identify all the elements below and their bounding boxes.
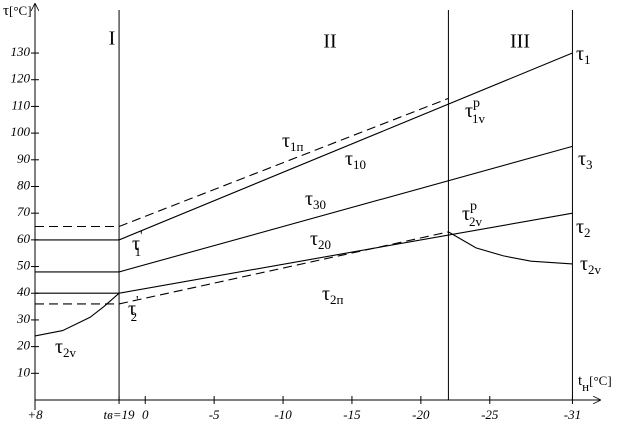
y-tick-label: 20	[17, 338, 31, 353]
curve-label-sub: 2v	[469, 214, 483, 229]
x-tick-label: -20	[412, 407, 430, 422]
x-tick-label: +8	[27, 407, 43, 422]
curve-label-sub: 10	[353, 157, 366, 172]
curve-label-base: τ	[310, 228, 318, 250]
curve-label: τ2v	[580, 253, 602, 277]
y-tick-label: 90	[17, 151, 31, 166]
region-label: III	[510, 31, 530, 53]
curve-label-base: τ	[305, 188, 313, 210]
region-label: I	[109, 28, 116, 50]
curve-label-base: τ	[578, 148, 586, 170]
curve-label-sup: p	[473, 96, 480, 111]
series-line	[35, 52, 573, 241]
curve-label-sub: 1	[135, 244, 142, 259]
y-tick-label: 120	[11, 71, 31, 86]
curve-label-sup: p	[470, 199, 477, 214]
series-line	[35, 231, 449, 305]
y-axis-label-base: τ	[3, 3, 9, 19]
curve-label: τ1п	[282, 130, 304, 154]
curve-label-sub: 1п	[290, 139, 304, 154]
y-tick-label: 70	[17, 204, 31, 219]
y-axis-label-rest: [°C]	[9, 3, 32, 18]
y-tick-label: 30	[16, 311, 31, 326]
y-axis-label: τ[°C]	[3, 3, 32, 19]
y-tick-label: 110	[11, 97, 30, 112]
series-line	[35, 97, 449, 228]
curve-label-base: τ	[462, 203, 470, 225]
curve-label: τ2	[576, 216, 591, 240]
curve-label-sup: '	[140, 229, 143, 244]
y-tick-label: 50	[17, 258, 31, 273]
x-axis-label-rest: [°C]	[589, 373, 612, 388]
y-tick-label: 10	[17, 364, 31, 379]
curve-label-base: τ	[576, 43, 584, 65]
curve-label: τ30	[305, 188, 326, 212]
curve-label-base: τ	[132, 233, 140, 255]
curve-label-sub: 2v	[588, 262, 602, 277]
curve-label-base: τ	[55, 336, 63, 358]
curve-label-base: τ	[282, 130, 290, 152]
curve-label-sub: 1v	[472, 111, 486, 126]
series-line	[35, 212, 573, 294]
curve-label-sub: 30	[313, 197, 326, 212]
curve-label: τ20	[310, 228, 331, 252]
x-tick-label: -10	[274, 407, 292, 422]
curve-label-base: τ	[345, 148, 353, 170]
curve-label: τ' 2	[128, 294, 139, 324]
series-line	[35, 145, 573, 273]
x-axis-label: tн[°C]	[578, 373, 612, 394]
curve-label-sub: 20	[318, 237, 331, 252]
curve-label-sub: 2v	[63, 345, 77, 360]
y-tick-label: 100	[11, 124, 31, 139]
curve-label-sub: 2п	[330, 292, 344, 307]
curve-label-sub: 2	[584, 225, 591, 240]
series-line	[34, 231, 573, 337]
curve-label-base: τ	[322, 283, 330, 305]
curve-label-sup: '	[136, 294, 139, 309]
y-tick-label: 80	[17, 177, 31, 192]
y-tick-label: 60	[17, 231, 31, 246]
x-axis-label-base: t	[578, 373, 583, 389]
curve-label-sub: 1	[584, 52, 591, 67]
curve-label-base: τ	[580, 253, 588, 275]
curve-label: τ1	[576, 43, 591, 67]
curve-label: τ3	[578, 148, 593, 172]
curve-label: τp 1v	[465, 96, 486, 126]
y-tick-label: 130	[11, 44, 31, 59]
curve-label: τ2п	[322, 283, 344, 307]
x-tick-label: tв=19	[104, 407, 136, 422]
curve-label: τ2v	[55, 336, 77, 360]
curve-label-sub: 3	[586, 157, 593, 172]
curve-label: τ' 1	[132, 229, 143, 259]
x-tick-label: -5	[209, 407, 220, 422]
curve-label-sub: 2	[131, 309, 138, 324]
y-tick-label: 40	[17, 284, 31, 299]
curve-label: τ10	[345, 148, 366, 172]
x-tick-label: -31	[564, 407, 581, 422]
curve-label: τp 2v	[462, 199, 483, 229]
curve-label-base: τ	[465, 100, 473, 122]
x-axis-label-sub: н	[582, 379, 589, 394]
x-tick-label: -15	[343, 407, 361, 422]
curve-label-base: τ	[576, 216, 584, 238]
x-tick-label: -25	[481, 407, 499, 422]
x-tick-label: 0	[142, 407, 149, 422]
region-label: II	[323, 31, 336, 53]
curve-label-base: τ	[128, 298, 136, 320]
